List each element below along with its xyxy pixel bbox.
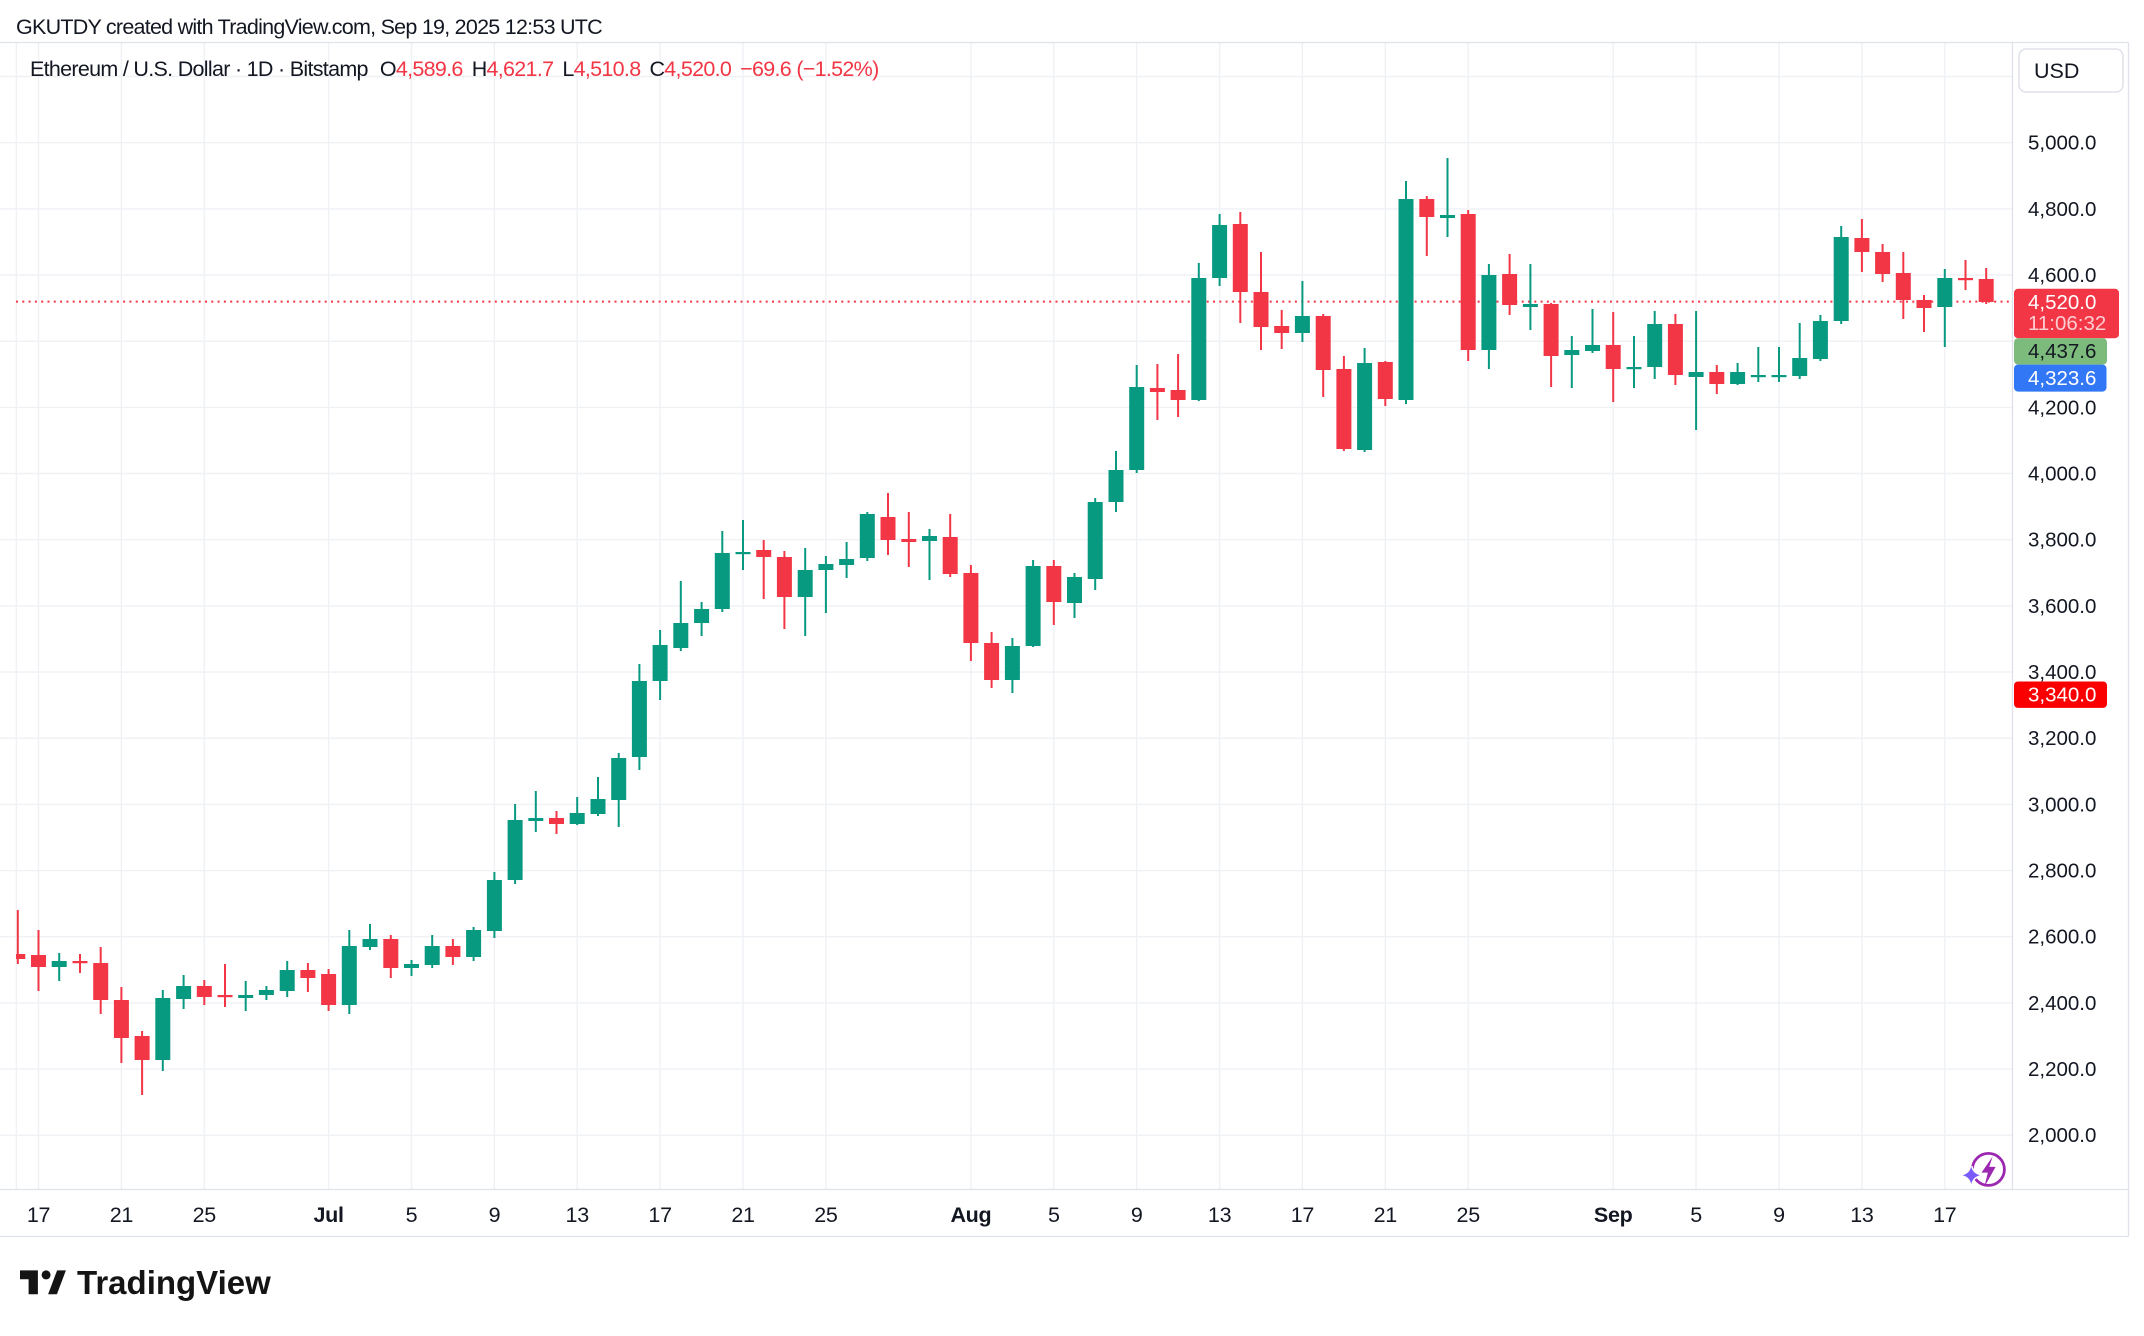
svg-text:GKUTDY created with TradingVie: GKUTDY created with TradingView.com, Sep… bbox=[16, 15, 602, 39]
svg-text:25: 25 bbox=[193, 1203, 217, 1227]
svg-text:3,200.0: 3,200.0 bbox=[2028, 727, 2096, 750]
svg-text:21: 21 bbox=[731, 1203, 754, 1227]
svg-text:2,200.0: 2,200.0 bbox=[2028, 1058, 2096, 1081]
svg-text:4,520.0: 4,520.0 bbox=[2028, 291, 2096, 314]
svg-text:4,800.0: 4,800.0 bbox=[2028, 198, 2096, 221]
svg-text:4,200.0: 4,200.0 bbox=[2028, 396, 2096, 419]
svg-text:21: 21 bbox=[1374, 1203, 1397, 1227]
svg-text:3,340.0: 3,340.0 bbox=[2028, 684, 2096, 707]
svg-text:2,800.0: 2,800.0 bbox=[2028, 860, 2096, 883]
svg-text:3,000.0: 3,000.0 bbox=[2028, 793, 2096, 816]
svg-text:2,600.0: 2,600.0 bbox=[2028, 926, 2096, 949]
svg-text:21: 21 bbox=[110, 1203, 133, 1227]
svg-text:Jul: Jul bbox=[314, 1203, 344, 1227]
svg-text:4,437.6: 4,437.6 bbox=[2028, 340, 2096, 363]
svg-text:Ethereum / U.S. Dollar · 1D ·: Ethereum / U.S. Dollar · 1D · Bitstamp O4… bbox=[30, 57, 879, 81]
svg-text:USD: USD bbox=[2034, 59, 2079, 83]
svg-text:Aug: Aug bbox=[950, 1203, 991, 1227]
svg-text:13: 13 bbox=[1208, 1203, 1232, 1227]
svg-text:4,323.6: 4,323.6 bbox=[2028, 367, 2096, 390]
svg-text:4,000.0: 4,000.0 bbox=[2028, 463, 2096, 486]
svg-text:5: 5 bbox=[1048, 1203, 1060, 1227]
svg-text:17: 17 bbox=[1291, 1203, 1314, 1227]
svg-text:9: 9 bbox=[1131, 1203, 1143, 1227]
svg-text:5: 5 bbox=[406, 1203, 418, 1227]
svg-text:3,600.0: 3,600.0 bbox=[2028, 595, 2096, 618]
svg-text:13: 13 bbox=[566, 1203, 590, 1227]
svg-text:3,400.0: 3,400.0 bbox=[2028, 661, 2096, 684]
svg-text:11:06:32: 11:06:32 bbox=[2028, 312, 2106, 335]
svg-text:3,800.0: 3,800.0 bbox=[2028, 529, 2096, 552]
svg-text:9: 9 bbox=[1773, 1203, 1785, 1227]
svg-text:TradingView: TradingView bbox=[77, 1264, 271, 1301]
svg-text:17: 17 bbox=[648, 1203, 671, 1227]
svg-text:5,000.0: 5,000.0 bbox=[2028, 132, 2096, 155]
svg-text:25: 25 bbox=[1457, 1203, 1481, 1227]
svg-text:17: 17 bbox=[1933, 1203, 1956, 1227]
svg-text:5: 5 bbox=[1690, 1203, 1702, 1227]
svg-text:25: 25 bbox=[814, 1203, 838, 1227]
svg-text:2,400.0: 2,400.0 bbox=[2028, 992, 2096, 1015]
svg-text:9: 9 bbox=[489, 1203, 501, 1227]
svg-text:Sep: Sep bbox=[1594, 1203, 1633, 1227]
svg-text:17: 17 bbox=[27, 1203, 50, 1227]
svg-text:13: 13 bbox=[1850, 1203, 1874, 1227]
svg-text:4,600.0: 4,600.0 bbox=[2028, 264, 2096, 287]
svg-text:2,000.0: 2,000.0 bbox=[2028, 1124, 2096, 1147]
